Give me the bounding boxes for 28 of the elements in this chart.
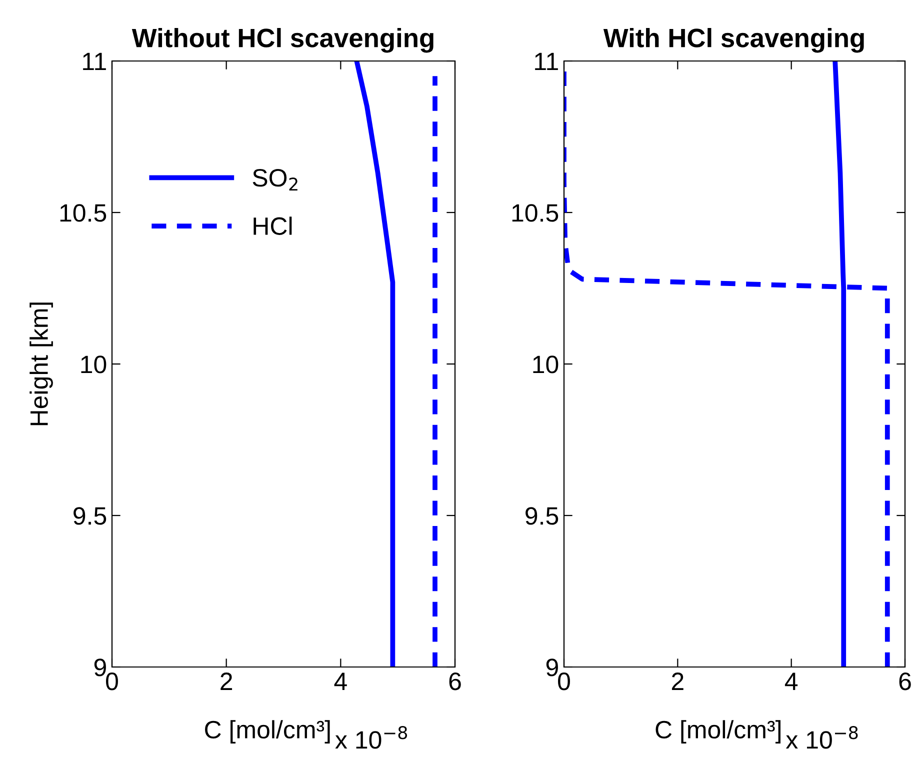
text: x 10$^{−8}$	[786, 726, 858, 749]
x-tick-label: 2	[220, 672, 232, 690]
y-axis-title: Height [km]	[30, 302, 53, 426]
y-tick-label: 9	[546, 658, 558, 676]
x-tick-label: 0	[558, 672, 570, 690]
x-axis-title: C [mol/cm³]	[205, 720, 330, 744]
line-series	[354, 61, 396, 667]
x-axis-title: C [mol/cm³]	[656, 720, 780, 744]
y-tick-label: 10.5	[512, 204, 558, 222]
x-tick-label: 4	[784, 672, 798, 690]
x-tick-label: 2	[672, 672, 684, 690]
y-tick-label: 10	[533, 356, 558, 374]
chart-title: With HCl scavenging	[603, 28, 864, 53]
y-tick-label: 9.5	[526, 507, 558, 525]
legend-label: HCl	[254, 216, 292, 236]
text: x 10$^{−8}$	[335, 726, 408, 749]
x-tick-label: 0	[106, 672, 118, 690]
y-tick-label: 9.5	[74, 507, 106, 525]
x-tick-label: 6	[449, 672, 461, 690]
y-tick-label: 9	[94, 658, 106, 676]
x-tick-label: 6	[899, 672, 911, 690]
y-tick-label: 11	[535, 52, 558, 70]
chart-title: Without HCl scavenging	[132, 28, 434, 53]
legend-label: SO$_{2}$	[252, 168, 298, 191]
y-tick-label: 11	[83, 52, 106, 70]
x-tick-label: 4	[334, 672, 347, 690]
y-tick-label: 10	[81, 356, 106, 374]
y-tick-label: 10.5	[60, 204, 106, 222]
